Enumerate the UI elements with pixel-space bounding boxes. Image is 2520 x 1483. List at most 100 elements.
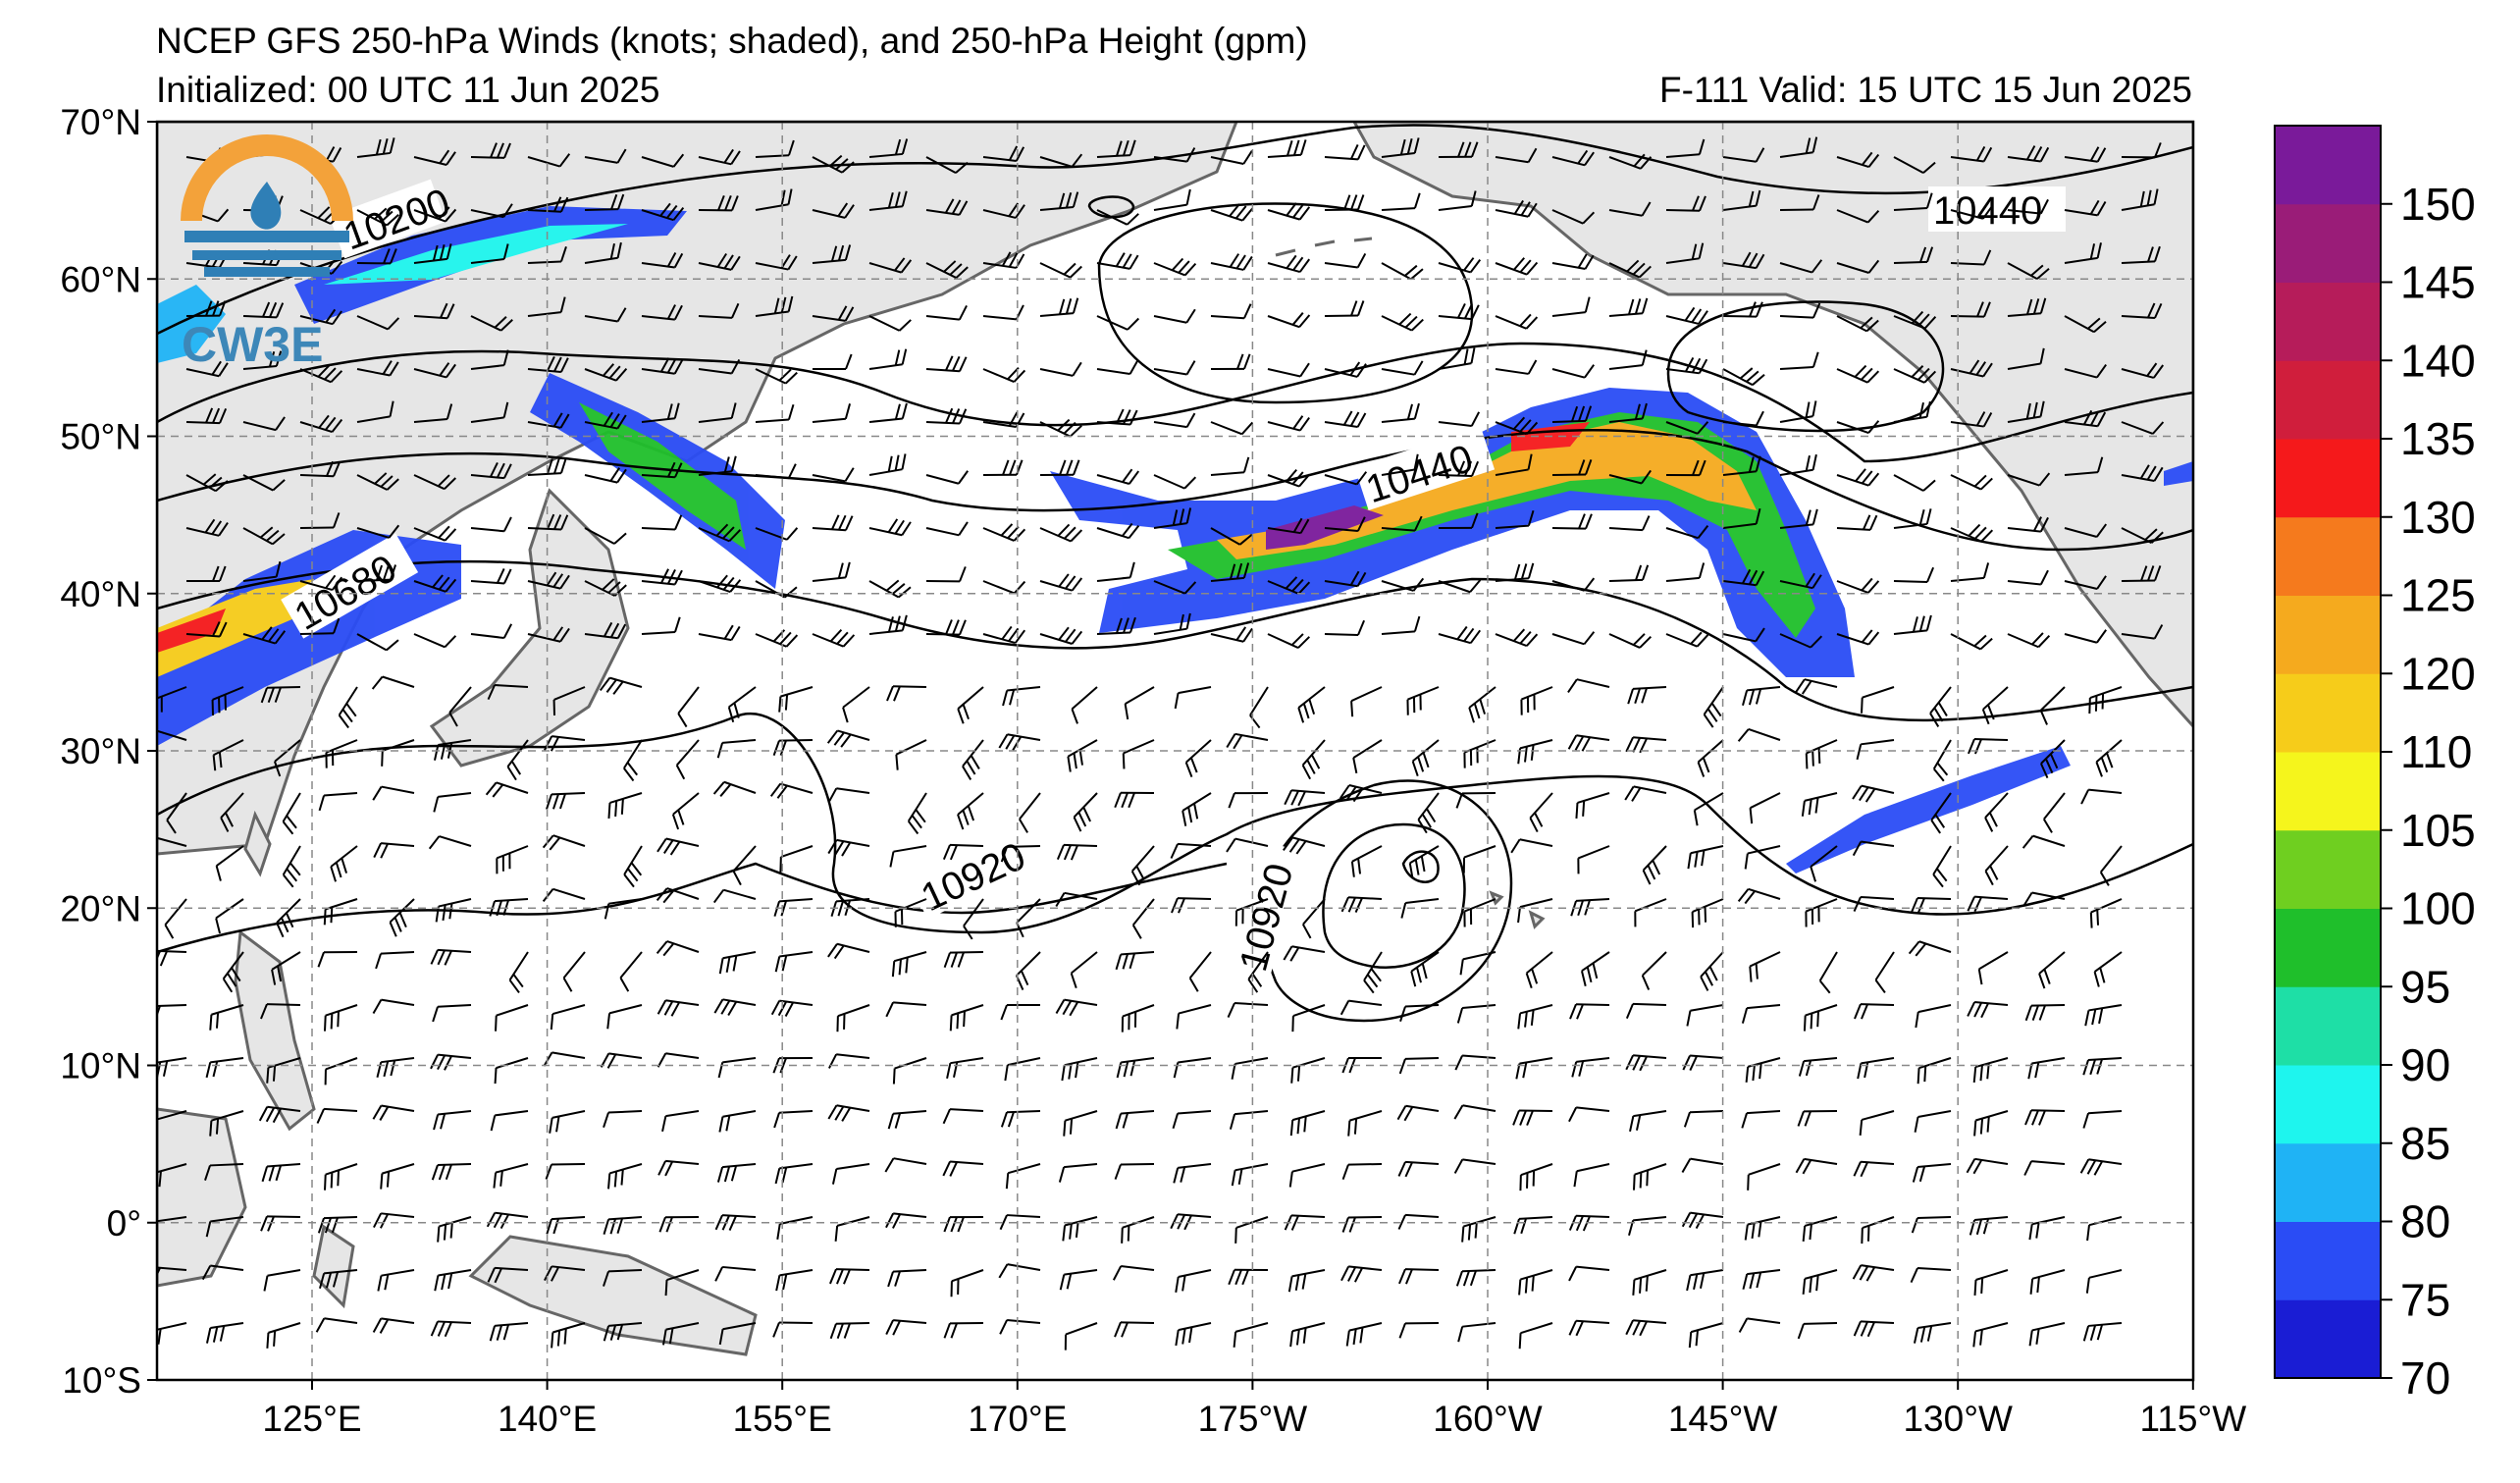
wind-barb — [1722, 410, 1764, 427]
wind-barb — [324, 1163, 358, 1191]
wind-barb — [1456, 1004, 1496, 1024]
wind-barb — [1551, 577, 1596, 592]
wind-barb — [258, 1105, 301, 1124]
wind-barb — [282, 792, 301, 835]
wind-barb — [1608, 564, 1650, 582]
wind-barb — [2086, 1216, 2123, 1242]
wind-barb — [545, 1163, 586, 1180]
wind-barb — [769, 782, 814, 799]
wind-barb — [1744, 845, 1781, 870]
wind-barb — [1950, 474, 1993, 491]
wind-barb — [2007, 472, 2051, 487]
wind-barb — [413, 362, 456, 379]
wind-barb — [1210, 303, 1252, 320]
wind-barb — [1284, 789, 1326, 807]
wind-barb — [1932, 845, 1952, 888]
wind-barb — [1381, 262, 1424, 281]
wind-barb — [641, 357, 684, 375]
wind-barb — [1398, 1322, 1440, 1339]
wind-barb — [2007, 145, 2050, 163]
wind-barb — [508, 951, 529, 994]
wind-barb — [185, 518, 229, 537]
wind-barb — [2064, 315, 2107, 334]
wind-barb — [1495, 313, 1539, 330]
wind-barb — [1096, 408, 1138, 426]
wind-barb — [2021, 834, 2066, 849]
wind-barb — [1410, 951, 1440, 987]
wind-barb — [1517, 1004, 1553, 1030]
wind-barb — [242, 560, 282, 582]
wind-barb — [1188, 951, 1212, 992]
wind-barb — [493, 1163, 529, 1189]
wind-barb — [831, 1163, 870, 1185]
wind-barb — [1381, 360, 1424, 376]
x-tick-label: 170°E — [968, 1399, 1067, 1439]
wind-barb — [2007, 297, 2047, 317]
wind-barb — [546, 1216, 586, 1235]
wind-barb — [623, 739, 643, 782]
wind-barb — [925, 407, 968, 425]
wind-barb — [1495, 562, 1535, 582]
gridlines — [157, 122, 2193, 1380]
wind-barb — [485, 781, 529, 798]
wind-barb — [157, 1110, 187, 1121]
wind-barb — [1267, 202, 1311, 221]
land-hawaii — [1489, 890, 1546, 929]
wind-barb — [1798, 1057, 1838, 1077]
wind-barb — [1836, 209, 1880, 224]
wind-barb — [1153, 412, 1196, 429]
wind-barb — [1915, 1004, 1952, 1029]
wind-barb — [1608, 297, 1649, 317]
wind-barb — [527, 513, 569, 531]
wind-barb — [470, 349, 509, 370]
wind-barb — [242, 626, 287, 645]
wind-barb — [895, 739, 927, 770]
land-philippines — [234, 929, 316, 1132]
wind-barb — [433, 792, 472, 813]
wind-barb — [1339, 999, 1383, 1016]
wind-barb — [812, 561, 851, 582]
wind-barb — [1688, 1322, 1724, 1349]
wind-barb — [1681, 1157, 1724, 1173]
wind-barb — [1495, 416, 1539, 436]
wind-barb — [1381, 615, 1421, 635]
wind-barb — [470, 516, 512, 533]
wind-barb — [619, 951, 643, 992]
colorbar-segment — [2275, 986, 2381, 1066]
wind-barb — [317, 951, 358, 968]
contour-mid-2 — [157, 428, 2193, 552]
wind-barb — [2007, 632, 2051, 649]
wind-barb — [774, 1163, 814, 1185]
wind-barb — [2080, 788, 2123, 805]
wind-barb — [242, 526, 286, 546]
wind-barb — [641, 402, 680, 423]
wind-barb — [2007, 198, 2049, 215]
wind-barb — [868, 315, 912, 332]
wind-barb — [1039, 573, 1083, 592]
wind-barb — [1004, 1057, 1041, 1082]
wind-barb — [1624, 785, 1667, 802]
wind-barb — [470, 315, 513, 332]
wind-barb — [671, 792, 700, 830]
wind-barb — [998, 1263, 1041, 1279]
wind-barb — [2088, 686, 2123, 715]
wind-barb — [1551, 513, 1593, 530]
wind-barb — [413, 243, 452, 264]
wind-barb — [1002, 686, 1041, 707]
wind-barb — [299, 617, 341, 635]
wind-barb — [263, 1269, 301, 1292]
jet-pacific-max — [1266, 505, 1384, 550]
wind-barb — [2121, 302, 2163, 319]
wind-barb — [1627, 686, 1667, 705]
wind-barb — [1551, 364, 1595, 379]
wind-barb — [962, 739, 984, 780]
wind-barb — [1324, 410, 1367, 428]
wind-barb — [164, 898, 187, 939]
wind-barb — [925, 355, 968, 373]
wind-barb — [1893, 566, 1935, 584]
wind-barb — [755, 463, 797, 480]
wind-barb — [827, 838, 870, 857]
wind-barb — [887, 1269, 927, 1288]
wind-barb — [494, 1057, 529, 1085]
wind-barb — [868, 257, 913, 274]
